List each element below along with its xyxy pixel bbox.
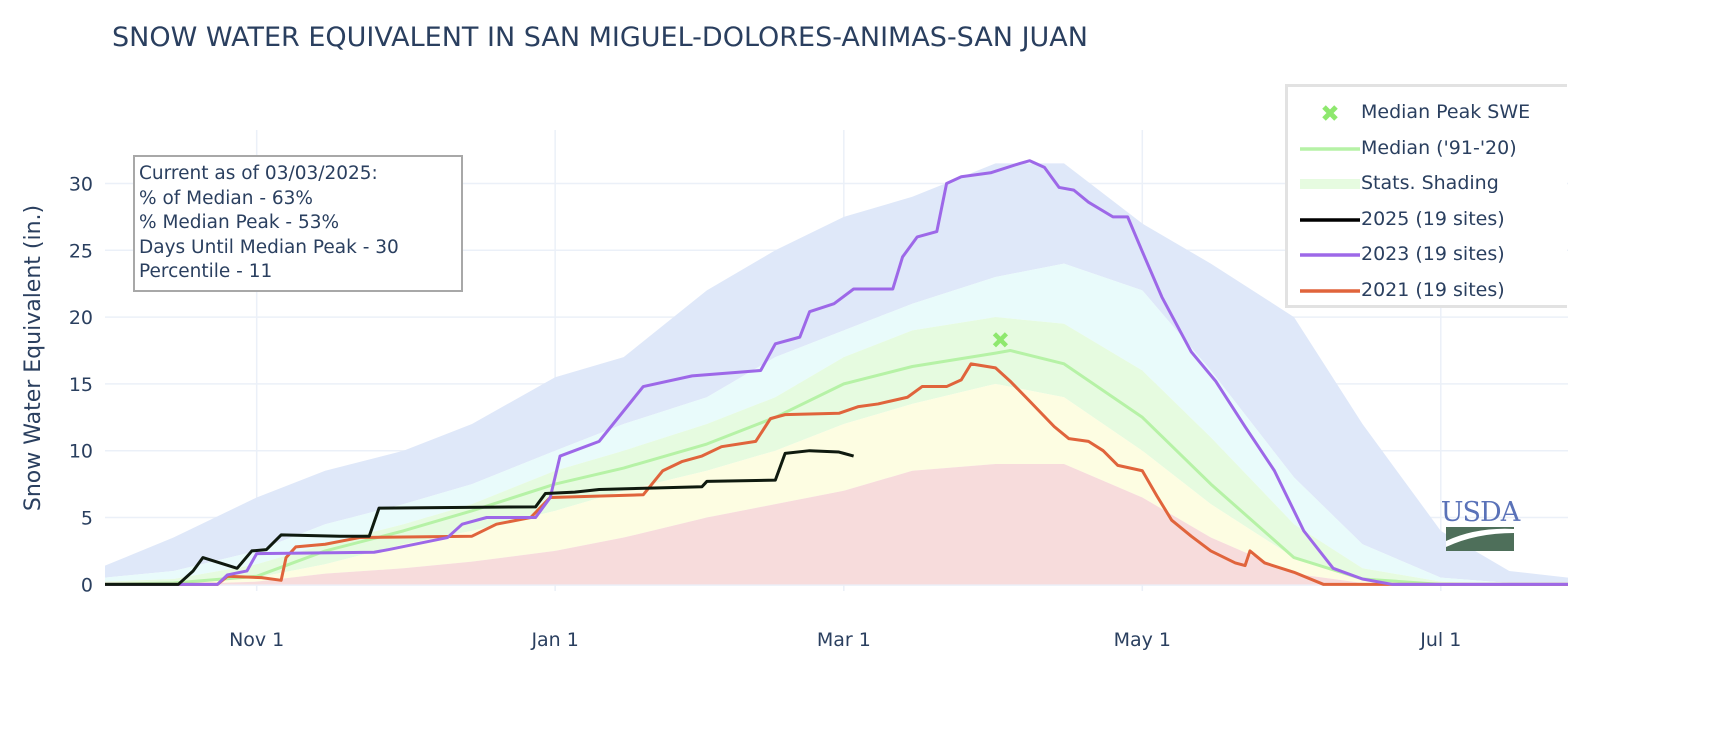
legend-label: Median ('91-'20) <box>1361 136 1517 159</box>
svg-text:USDA: USDA <box>1441 497 1521 528</box>
legend: Median Peak SWE Median ('91-'20) Stats. Sh… <box>1285 84 1567 308</box>
y-axis-label: Snow Water Equivalent (in.) <box>21 205 46 511</box>
legend-item[interactable]: 2025 (19 sites) <box>1288 202 1567 238</box>
median-peak-x-icon <box>992 332 1009 348</box>
x-tick-label: Jan 1 <box>530 629 578 651</box>
y-tick-label: 25 <box>69 240 93 262</box>
annotation-line: % of Median - 63% <box>139 187 314 209</box>
legend-item[interactable]: Median Peak SWE <box>1288 95 1567 131</box>
x-marker-icon <box>1322 105 1338 121</box>
y-axis-ticks: 0 5 10 15 20 25 30 <box>69 173 93 596</box>
legend-item[interactable]: Median ('91-'20) <box>1288 131 1567 167</box>
band-p70-p90 <box>105 263 1568 585</box>
y-tick-label: 5 <box>81 508 93 530</box>
band-swatch-icon <box>1300 179 1360 189</box>
series-lines <box>104 159 1568 586</box>
x-tick-label: Jul 1 <box>1419 629 1461 651</box>
line-swatch-icon <box>1300 253 1360 257</box>
legend-label: 2025 (19 sites) <box>1361 207 1505 230</box>
y-tick-label: 0 <box>81 574 93 596</box>
median-peak-marker <box>992 332 1009 348</box>
usda-logo: USDA <box>1441 497 1522 551</box>
legend-label: 2021 (19 sites) <box>1361 278 1505 301</box>
x-tick-label: Nov 1 <box>229 629 284 651</box>
x-axis-ticks: Nov 1 Jan 1 Mar 1 May 1 Jul 1 <box>229 629 1461 651</box>
line-swatch-icon <box>1300 288 1360 293</box>
line-swatch-icon <box>1300 146 1360 151</box>
current-status-annotation: Current as of 03/03/2025: % of Median - … <box>133 155 463 292</box>
band-p10-p30 <box>105 383 1568 585</box>
y-tick-label: 10 <box>69 441 93 463</box>
legend-item[interactable]: Stats. Shading <box>1288 166 1567 202</box>
annotation-line: % Median Peak - 53% <box>139 212 340 233</box>
band-min-p10 <box>105 464 1568 585</box>
annotation-line: Percentile - 11 <box>139 261 273 282</box>
chart-title: SNOW WATER EQUIVALENT IN SAN MIGUEL-DOLO… <box>112 22 1088 53</box>
legend-item[interactable]: 2021 (19 sites) <box>1288 273 1567 309</box>
legend-item[interactable]: 2023 (19 sites) <box>1288 237 1567 273</box>
band-p90-max <box>105 163 1568 585</box>
stats-shading <box>105 163 1568 585</box>
band-p30-p70 <box>105 317 1568 585</box>
legend-label: Median Peak SWE <box>1361 101 1531 123</box>
annotation-line: Current as of 03/03/2025: <box>139 163 378 184</box>
annotation-line: Days Until Median Peak - 30 <box>139 236 399 258</box>
series-line-median <box>104 348 1568 586</box>
x-tick-label: Mar 1 <box>817 629 871 651</box>
series-line-2025 <box>105 449 855 586</box>
x-tick-label: May 1 <box>1114 629 1171 651</box>
y-tick-label: 15 <box>69 374 93 396</box>
legend-label: Stats. Shading <box>1361 172 1499 194</box>
y-tick-label: 30 <box>69 173 93 195</box>
line-swatch-icon <box>1300 217 1360 222</box>
series-line-2023 <box>105 159 1568 586</box>
legend-label: 2023 (19 sites) <box>1361 243 1505 265</box>
y-tick-label: 20 <box>69 307 93 329</box>
